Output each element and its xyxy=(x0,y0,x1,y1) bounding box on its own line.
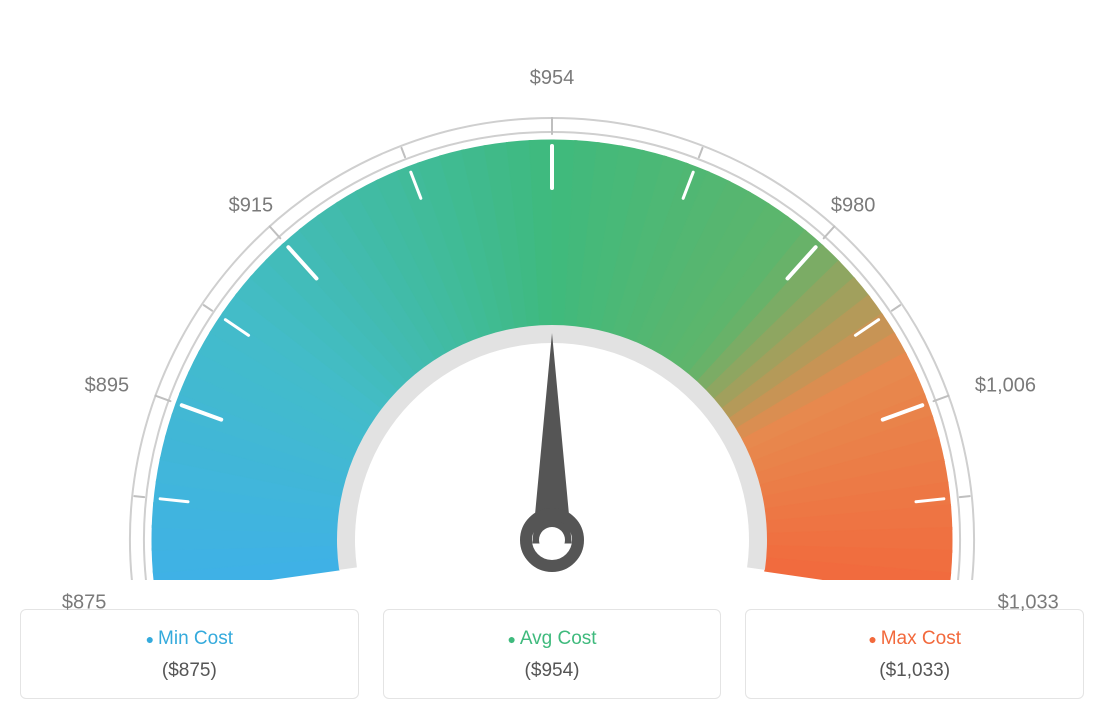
legend-row: Min Cost ($875) Avg Cost ($954) Max Cost… xyxy=(20,609,1084,699)
legend-avg-title: Avg Cost xyxy=(394,628,711,650)
legend-card-avg: Avg Cost ($954) xyxy=(383,609,722,699)
legend-avg-value: ($954) xyxy=(394,660,711,682)
legend-max-title: Max Cost xyxy=(756,628,1073,650)
legend-card-max: Max Cost ($1,033) xyxy=(745,609,1084,699)
gauge-svg xyxy=(20,20,1084,580)
gauge-tick-label: $915 xyxy=(229,194,274,217)
gauge-tick-label: $954 xyxy=(530,67,575,90)
gauge-tick-label: $895 xyxy=(85,375,130,398)
legend-min-title: Min Cost xyxy=(31,628,348,650)
gauge-tick-label: $875 xyxy=(62,591,107,614)
gauge-chart: $875$895$915$954$980$1,006$1,033 xyxy=(20,20,1084,585)
legend-min-value: ($875) xyxy=(31,660,348,682)
legend-max-value: ($1,033) xyxy=(756,660,1073,682)
gauge-tick-label: $980 xyxy=(831,194,876,217)
gauge-tick-label: $1,033 xyxy=(998,591,1059,614)
legend-card-min: Min Cost ($875) xyxy=(20,609,359,699)
gauge-tick-label: $1,006 xyxy=(975,375,1036,398)
